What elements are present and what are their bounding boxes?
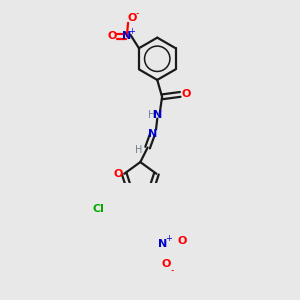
Text: Cl: Cl: [92, 204, 104, 214]
Text: N: N: [153, 110, 162, 120]
Text: N: N: [148, 129, 157, 139]
Text: H: H: [148, 110, 155, 120]
Text: +: +: [165, 234, 172, 243]
Text: N: N: [122, 31, 131, 41]
Text: O: O: [161, 259, 171, 269]
Text: +: +: [128, 27, 135, 36]
Text: -: -: [136, 8, 140, 18]
Text: O: O: [108, 31, 117, 41]
Text: O: O: [113, 169, 123, 179]
Text: O: O: [182, 89, 191, 99]
Text: -: -: [170, 265, 174, 275]
Text: O: O: [127, 13, 136, 23]
Text: O: O: [178, 236, 187, 246]
Text: N: N: [158, 239, 167, 249]
Text: H: H: [135, 145, 143, 155]
